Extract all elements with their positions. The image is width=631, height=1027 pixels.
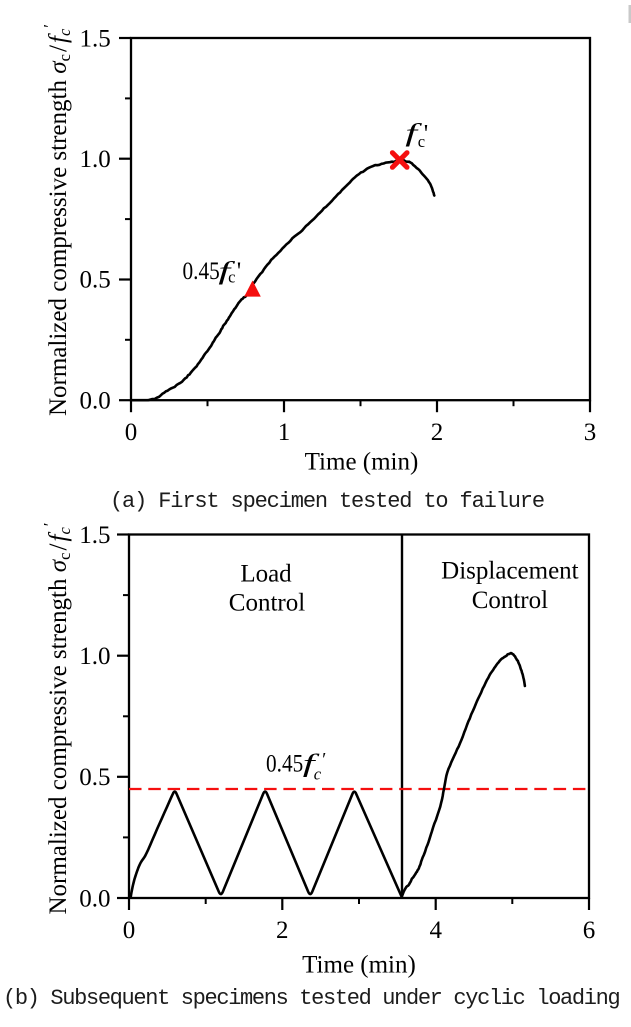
svg-text:4: 4: [429, 917, 442, 944]
svg-text:0.5: 0.5: [80, 267, 111, 294]
svg-text:6: 6: [583, 917, 596, 944]
svg-text:0.5: 0.5: [79, 764, 110, 791]
svg-text:1.5: 1.5: [80, 25, 111, 52]
svg-text:3: 3: [584, 419, 597, 446]
svg-text:': ': [237, 258, 242, 285]
svg-text:1: 1: [278, 419, 291, 446]
svg-text:c: c: [228, 268, 235, 287]
svg-text:Normalized compressive strengt: Normalized compressive strength σc / fc′: [40, 25, 74, 416]
svg-text:Control: Control: [229, 590, 305, 617]
svg-text:0.45: 0.45: [183, 258, 220, 285]
svg-text:(b) Subsequent specimens teste: (b) Subsequent specimens tested under cy…: [3, 986, 619, 1011]
svg-text:0: 0: [123, 917, 136, 944]
svg-text:Time (min): Time (min): [302, 952, 416, 979]
svg-text:Displacement: Displacement: [441, 558, 579, 585]
svg-text:Control: Control: [472, 587, 548, 614]
svg-text:Time (min): Time (min): [305, 449, 419, 476]
svg-text:0.0: 0.0: [79, 885, 110, 912]
svg-text:0: 0: [125, 419, 138, 446]
svg-text:': ': [424, 121, 429, 148]
svg-text:(a) First specimen tested to f: (a) First specimen tested to failure: [110, 489, 544, 514]
svg-text:′: ′: [321, 750, 326, 771]
svg-text:1.5: 1.5: [79, 522, 110, 549]
svg-text:0.45: 0.45: [266, 750, 303, 777]
svg-text:2: 2: [431, 419, 444, 446]
svg-text:0.0: 0.0: [80, 387, 111, 414]
svg-text:2: 2: [276, 917, 289, 944]
svg-text:1.0: 1.0: [79, 643, 110, 670]
svg-text:c: c: [314, 765, 322, 784]
svg-text:c: c: [418, 132, 425, 151]
svg-text:Load: Load: [240, 560, 292, 587]
svg-text:1.0: 1.0: [80, 146, 111, 173]
svg-text:Normalized compressive strengt: Normalized compressive strength σc / fc′: [40, 523, 74, 914]
